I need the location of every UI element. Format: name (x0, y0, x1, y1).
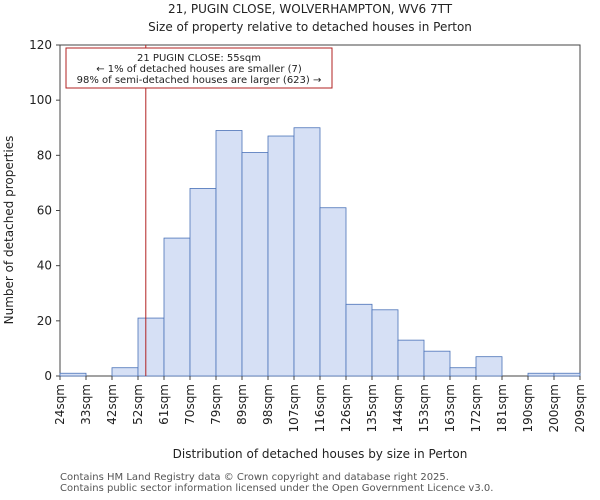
annotation-line-3: 98% of semi-detached houses are larger (… (77, 75, 322, 86)
x-tick-label: 107sqm (287, 384, 301, 432)
x-tick-label: 33sqm (79, 384, 93, 425)
histogram-bar (293, 127, 321, 377)
chart-title: 21, PUGIN CLOSE, WOLVERHAMPTON, WV6 7TT (168, 2, 453, 16)
histogram-bar (371, 309, 399, 377)
histogram-bar (215, 130, 243, 377)
y-tick-label: 60 (37, 204, 52, 218)
annotation-line-1: 21 PUGIN CLOSE: 55sqm (137, 53, 261, 64)
histogram-bar (345, 303, 373, 377)
x-tick-label: 153sqm (417, 384, 431, 432)
y-axis: 0 20 40 60 80 100 120 (29, 38, 60, 383)
x-tick-label: 163sqm (443, 384, 457, 432)
x-tick-label: 52sqm (131, 384, 145, 425)
footer: Contains HM Land Registry data © Crown c… (60, 472, 493, 494)
histogram-bar (527, 372, 555, 377)
histogram-bar (189, 188, 217, 377)
x-tick-label: 70sqm (183, 384, 197, 425)
footer-line-2: Contains public sector information licen… (60, 483, 494, 494)
histogram-bar (267, 135, 295, 377)
footer-line-1: Contains HM Land Registry data © Crown c… (60, 472, 449, 483)
x-tick-label: 116sqm (313, 384, 327, 432)
x-tick-label: 172sqm (469, 384, 483, 432)
histogram-bar (397, 339, 425, 377)
x-tick-label: 61sqm (157, 384, 171, 425)
chart-subtitle: Size of property relative to detached ho… (148, 20, 472, 34)
histogram-bar (475, 356, 503, 377)
annotation-box: 21 PUGIN CLOSE: 55sqm ← 1% of detached h… (65, 47, 333, 89)
x-tick-label: 126sqm (339, 384, 353, 432)
histogram-bar (423, 350, 451, 377)
x-tick-label: 209sqm (573, 384, 587, 432)
histogram-bar (137, 317, 165, 377)
histogram-bar (449, 367, 477, 377)
x-tick-label: 181sqm (495, 384, 509, 432)
histogram-chart: 21, PUGIN CLOSE, WOLVERHAMPTON, WV6 7TT … (2, 2, 587, 461)
x-tick-label: 190sqm (521, 384, 535, 432)
histogram-bar (111, 367, 139, 377)
x-tick-label: 42sqm (105, 384, 119, 425)
x-axis-label: Distribution of detached houses by size … (173, 447, 468, 461)
x-tick-label: 135sqm (365, 384, 379, 432)
x-tick-label: 24sqm (53, 384, 67, 425)
y-tick-label: 120 (29, 38, 52, 52)
y-tick-label: 20 (37, 314, 52, 328)
histogram-bar (241, 152, 269, 377)
x-tick-label: 98sqm (261, 384, 275, 425)
histogram-bar (553, 372, 581, 377)
annotation-line-2: ← 1% of detached houses are smaller (7) (96, 64, 302, 75)
bar-series (59, 127, 581, 377)
x-tick-label: 89sqm (235, 384, 249, 425)
y-axis-label: Number of detached properties (2, 136, 16, 325)
histogram-bar (163, 237, 191, 377)
y-tick-label: 100 (29, 93, 52, 107)
x-tick-label: 200sqm (547, 384, 561, 432)
histogram-bar (59, 372, 87, 377)
histogram-bar (319, 207, 347, 377)
y-tick-label: 40 (37, 259, 52, 273)
x-tick-label: 144sqm (391, 384, 405, 432)
y-tick-label: 80 (37, 148, 52, 162)
y-tick-label: 0 (44, 369, 52, 383)
x-tick-label: 79sqm (209, 384, 223, 425)
x-axis: 24sqm 33sqm 42sqm 52sqm 61sqm 70sqm 79sqm 89sqm… (53, 376, 587, 432)
